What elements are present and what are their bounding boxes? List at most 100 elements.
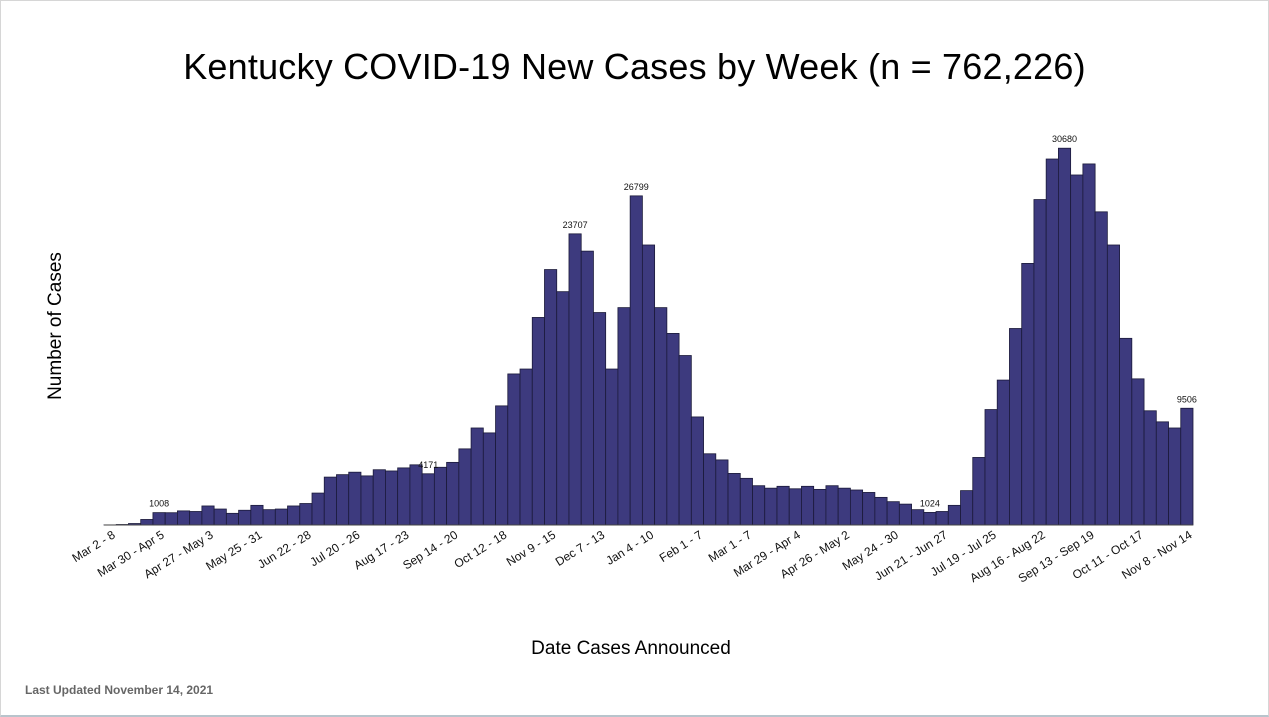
- bar: [691, 417, 703, 525]
- bar: [312, 493, 324, 525]
- bar: [141, 519, 153, 525]
- bar: [508, 374, 520, 525]
- bar: [422, 474, 434, 525]
- bar: [1169, 428, 1181, 525]
- bar: [875, 497, 887, 525]
- bar: [593, 313, 605, 525]
- bar: [789, 489, 801, 525]
- bar: [251, 505, 263, 525]
- bar: [190, 511, 202, 525]
- bar: [642, 245, 654, 525]
- bar: [263, 510, 275, 525]
- bar: [520, 369, 532, 525]
- last-updated-text: Last Updated November 14, 2021: [25, 683, 213, 697]
- bar: [887, 502, 899, 525]
- bars-group: [104, 148, 1193, 525]
- bar: [373, 470, 385, 525]
- bar: [838, 488, 850, 525]
- bar: [814, 489, 826, 525]
- bar: [202, 506, 214, 525]
- bar: [239, 510, 251, 525]
- bar: [740, 478, 752, 525]
- bar: [226, 513, 238, 525]
- bar: [1071, 175, 1083, 525]
- bar: [532, 317, 544, 525]
- bar: [1009, 329, 1021, 526]
- bar: [410, 465, 422, 525]
- bar: [361, 476, 373, 525]
- bar: [777, 486, 789, 525]
- bar: [1144, 411, 1156, 525]
- bar: [826, 486, 838, 525]
- bar: [165, 513, 177, 525]
- bar: [961, 491, 973, 525]
- bar: [1107, 245, 1119, 525]
- bar: [153, 513, 165, 525]
- bar: [288, 506, 300, 525]
- bar: [753, 486, 765, 525]
- bar: [667, 333, 679, 525]
- x-axis-label: Date Cases Announced: [0, 638, 1262, 660]
- bar: [655, 308, 667, 525]
- bar: [557, 292, 569, 525]
- data-label: 9506: [1177, 394, 1197, 404]
- bar: [434, 467, 446, 525]
- bar: [1058, 148, 1070, 525]
- bar: [899, 504, 911, 525]
- bar: [948, 505, 960, 525]
- bar: [324, 477, 336, 525]
- data-label: 4171: [418, 460, 438, 470]
- x-tick-label: Sep 14 - 20: [400, 527, 460, 572]
- bar: [336, 475, 348, 525]
- bar: [1046, 159, 1058, 525]
- data-label: 26799: [624, 182, 649, 192]
- bar: [349, 472, 361, 525]
- bar: [912, 510, 924, 525]
- bar: [1095, 212, 1107, 525]
- x-tick-label: Oct 12 - 18: [452, 528, 510, 572]
- bar: [863, 492, 875, 525]
- x-tick-label: Jun 22 - 28: [255, 528, 314, 572]
- x-tick-label: Nov 9 - 15: [504, 527, 559, 568]
- x-tick-label: Jan 4 - 10: [603, 528, 656, 568]
- bar: [214, 509, 226, 525]
- bar: [1156, 422, 1168, 525]
- bar: [385, 471, 397, 525]
- bar: [1034, 200, 1046, 525]
- bar: [618, 308, 630, 525]
- bar: [581, 251, 593, 525]
- bar: [177, 511, 189, 525]
- data-label: 23707: [563, 220, 588, 230]
- bar: [704, 454, 716, 525]
- bar: [447, 462, 459, 525]
- bar: [398, 468, 410, 525]
- bar: [630, 196, 642, 525]
- bar: [716, 460, 728, 525]
- bar: [1181, 408, 1193, 525]
- x-tick-label: Dec 7 - 13: [553, 527, 608, 568]
- bar: [728, 473, 740, 525]
- bar: [997, 380, 1009, 525]
- bar: [985, 410, 997, 525]
- bar: [1083, 164, 1095, 525]
- bar: [973, 457, 985, 525]
- bar: [569, 234, 581, 525]
- bar: [936, 511, 948, 525]
- bar: [459, 449, 471, 525]
- bar: [924, 512, 936, 525]
- bar: [1120, 338, 1132, 525]
- bar: [300, 504, 312, 525]
- bar: [679, 356, 691, 525]
- bar: [765, 488, 777, 525]
- data-label: 1024: [920, 498, 940, 508]
- bar: [850, 490, 862, 525]
- data-label: 30680: [1052, 134, 1077, 144]
- bar: [1022, 263, 1034, 525]
- bar: [606, 369, 618, 525]
- x-tick-label: Feb 1 - 7: [657, 528, 705, 565]
- bar: [496, 406, 508, 525]
- bar: [801, 486, 813, 525]
- bar: [471, 428, 483, 525]
